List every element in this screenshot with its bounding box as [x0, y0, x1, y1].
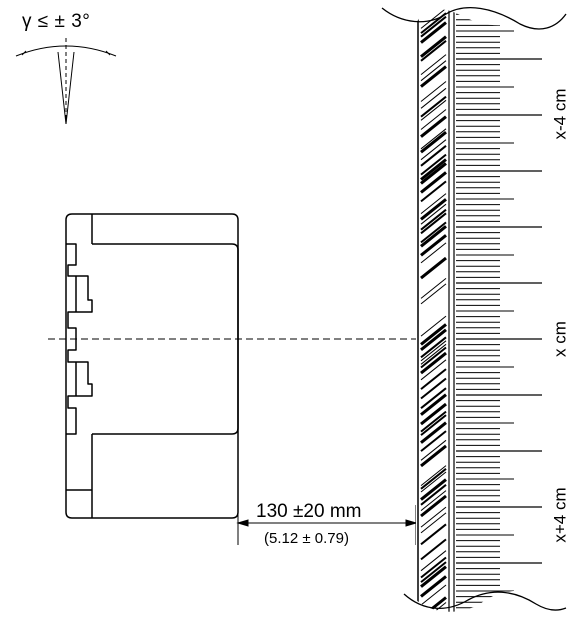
barcode-stripe	[420, 561, 447, 583]
barcode-stripe	[420, 208, 447, 231]
barcode-stripe	[420, 359, 447, 381]
dim-arrow-left	[236, 519, 249, 527]
barcode-stripe	[420, 162, 447, 185]
barcode-stripe	[420, 538, 447, 561]
barcode-stripe	[420, 212, 447, 235]
barcode-stripe	[420, 139, 447, 161]
barcode-stripe	[420, 565, 447, 588]
barcode-stripe	[420, 340, 447, 362]
barcode-stripe	[420, 15, 447, 38]
barcode-stripe	[420, 99, 447, 121]
barcode-stripe	[420, 109, 447, 130]
barcode-stripe	[420, 393, 447, 416]
barcode-stripe	[420, 556, 447, 579]
barcode-stripe	[420, 128, 447, 150]
barcode-stripe	[420, 323, 447, 346]
barcode-stripe	[420, 87, 447, 109]
barcode-stripe	[420, 439, 447, 461]
measuring-tape	[416, 8, 560, 612]
distance-inch-label: (5.12 ± 0.79)	[264, 530, 349, 547]
barcode-stripe	[420, 465, 447, 486]
barcode-stripe	[420, 410, 447, 433]
angle-arc-tick-left	[21, 50, 27, 56]
barcode-stripe	[420, 35, 447, 58]
barcode-stripe	[420, 8, 447, 29]
barcode-stripe	[420, 444, 447, 468]
barcode-stripe	[420, 368, 447, 390]
barcode-stripe	[420, 65, 447, 88]
barcode-stripe	[420, 171, 447, 194]
barcode-stripe	[420, 512, 447, 534]
barcode-stripe	[420, 278, 447, 299]
barcode-stripe	[420, 180, 447, 203]
barcode-stripe	[420, 351, 447, 375]
barcode-stripe	[420, 153, 447, 176]
barcode-stripe	[420, 54, 447, 75]
scale-mark-bottom-label: x+4 cm	[550, 487, 570, 543]
angle-arc-tick-right	[105, 50, 111, 56]
barcode-stripe	[420, 584, 447, 606]
tape-scale-ticks	[456, 8, 542, 609]
angle-indicator	[15, 38, 117, 125]
distance-mm-label: 130 ±20 mm	[256, 501, 362, 522]
barcode-stripe	[420, 471, 447, 493]
barcode-stripe	[420, 158, 447, 181]
barcode-stripe	[420, 523, 447, 546]
barcode-stripe	[420, 478, 447, 501]
barcode-stripe	[420, 494, 447, 518]
barcode-stripe	[420, 21, 447, 44]
scale-mark-middle-label: x cm	[550, 321, 570, 357]
tape-tear-top	[381, 7, 567, 30]
barcode-stripe	[420, 131, 447, 154]
barcode-stripe	[420, 430, 447, 452]
barcode-stripe	[420, 484, 447, 506]
device-body	[65, 213, 239, 519]
dim-arrow-right	[405, 519, 418, 527]
barcode-stripe	[420, 203, 447, 225]
barcode-stripe	[420, 198, 447, 221]
barcode-stripe	[420, 575, 447, 598]
barcode-stripe	[420, 256, 447, 280]
barcode-stripe	[420, 402, 447, 426]
barcode-stripe	[420, 414, 447, 436]
barcode-stripe	[420, 193, 447, 214]
barcode-stripe	[420, 421, 447, 444]
barcode-stripe	[420, 283, 447, 305]
barcode-stripe	[420, 95, 447, 118]
scale-mark-top-label: x-4 cm	[550, 88, 570, 140]
angle-right-ray	[65, 51, 75, 125]
angle-arc	[15, 45, 117, 57]
tape-tear-bottom	[403, 591, 567, 611]
barcode-stripe	[420, 221, 447, 244]
barcode-stripe	[420, 40, 447, 62]
barcode-stripe	[420, 387, 447, 409]
sensor-device	[65, 213, 239, 519]
barcode-stripe	[420, 550, 447, 572]
angle-tolerance-label: γ ≤ ± 3°	[22, 11, 91, 32]
barcode-stripe	[420, 81, 447, 102]
barcode-stripe	[420, 336, 447, 359]
device-mount-profile	[66, 243, 93, 435]
barcode-stripe	[420, 242, 447, 264]
barcode-stripe	[420, 377, 447, 400]
barcode-stripe	[420, 602, 447, 612]
barcode-stripe	[420, 468, 447, 490]
barcode-stripe	[420, 346, 447, 369]
barcode-stripe	[420, 506, 447, 528]
barcode-stripe	[420, 234, 447, 257]
barcode-stripe	[420, 315, 447, 337]
barcode-stripe	[420, 343, 447, 365]
barcode-stripe	[420, 490, 447, 511]
barcode-stripe	[420, 115, 447, 138]
barcode-stripe	[420, 145, 447, 167]
angle-left-ray	[57, 51, 67, 125]
barcode-stripe	[420, 328, 447, 351]
barcode-stripe	[420, 225, 447, 248]
barcode-stripe	[420, 60, 447, 82]
